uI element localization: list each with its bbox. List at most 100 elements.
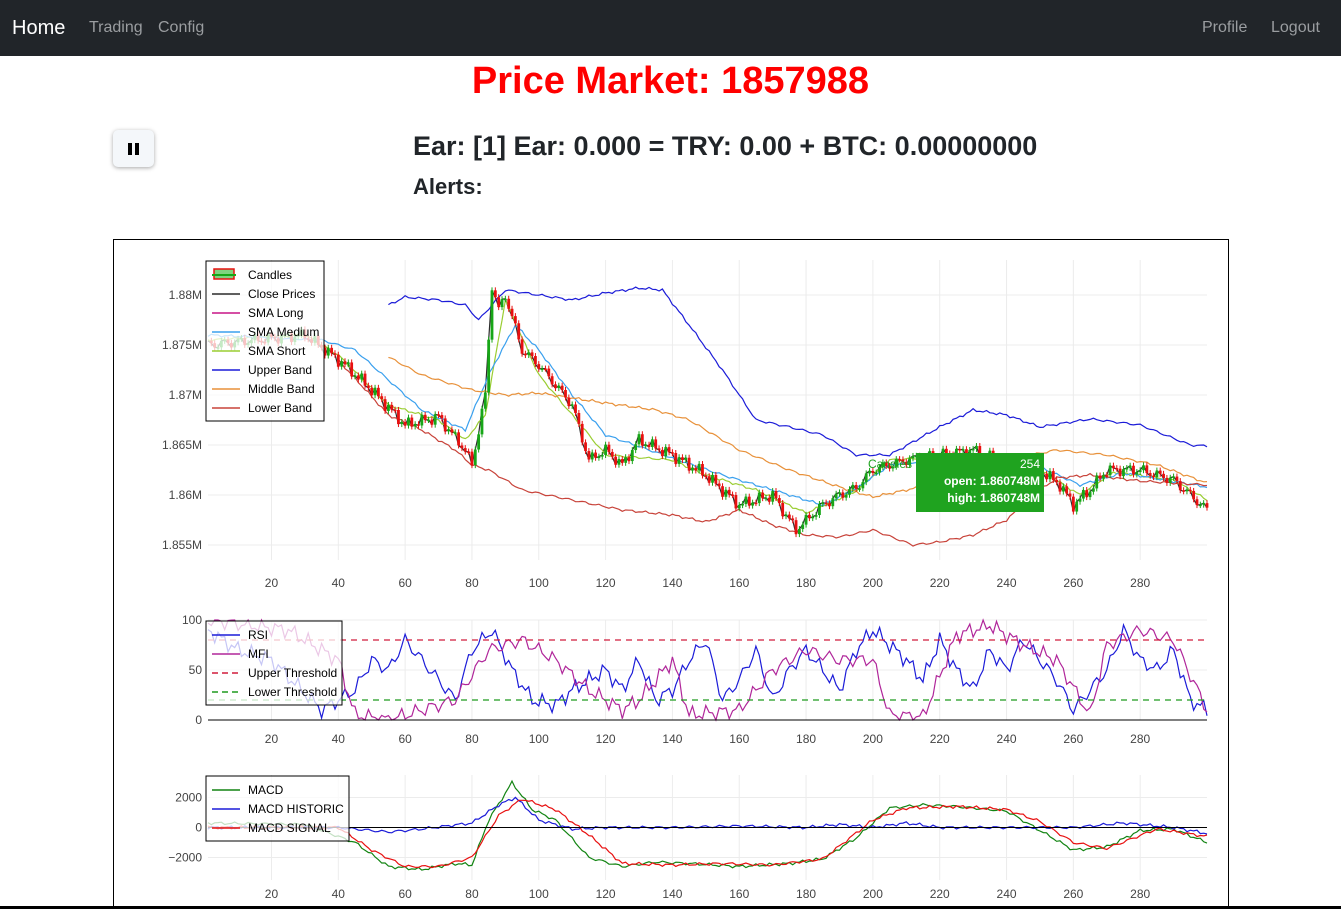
candle-body [1125,468,1129,470]
candle-body [1112,465,1115,469]
chart-container: 20 40 60 80 100 120 140 160 180 200 220 240 260 280 1.… [113,239,1229,908]
pause-button[interactable] [113,130,154,167]
candle-body [894,459,898,467]
x-tick-label: 220 [930,887,950,901]
candle-body [564,389,567,398]
candle-body [1168,477,1172,483]
candle-body [584,442,587,452]
candle-body [704,475,708,477]
candle-body [1048,471,1052,480]
candle-body [500,299,504,308]
candle-body [336,354,340,367]
candle-body [808,514,811,519]
candle-body [356,375,360,380]
candle-body [878,467,881,473]
y-tick-label: −2000 [168,851,202,865]
candle-body [360,373,364,380]
candle-body [1152,475,1155,478]
candle-body [630,450,634,462]
candle-body [971,448,975,451]
legend-label: Lower Threshold [248,685,337,699]
candle-body [1102,475,1105,479]
x-tick-label: 120 [596,732,616,746]
x-tick-label: 280 [1130,887,1150,901]
candle-body [660,449,664,457]
x-tick-label: 20 [265,732,279,746]
candle-body [594,452,597,458]
legend-label: RSI [248,628,268,642]
tooltip-line: high: 1.860748M [947,491,1040,505]
candle-body [560,385,564,390]
candle-body [961,449,965,451]
candle-body [1061,486,1065,492]
candle-body [574,404,577,413]
legend-label: MFI [248,647,269,661]
candle-body [343,361,347,365]
candle-body [433,414,437,425]
legend-label: SMA Short [248,344,306,358]
nav-home-link[interactable]: Home [12,17,66,39]
x-tick-label: 120 [596,576,616,590]
nav-config-link[interactable]: Config [158,19,205,36]
x-tick-label: 20 [265,576,279,590]
y-tick-label: 50 [189,663,203,677]
series-line-lower-band [337,359,1208,547]
nav-logout-link[interactable]: Logout [1271,19,1320,36]
candle-body [888,465,891,469]
candle-body [828,503,831,507]
x-tick-label: 200 [863,887,883,901]
x-tick-label: 100 [529,732,549,746]
x-tick-label: 140 [662,732,682,746]
y-tick-label: 0 [195,713,202,727]
candle-body [958,448,962,451]
legend-label: Upper Band [248,363,312,377]
tooltip-series-label: Candles [868,457,912,471]
candle-body [884,462,888,466]
nav-profile-link[interactable]: Profile [1202,19,1248,36]
trading-charts[interactable]: 20 40 60 80 100 120 140 160 180 200 220 240 260 2801.… [114,240,1228,908]
candle-body [640,434,644,446]
candle-body [714,474,718,484]
candle-body [731,494,734,497]
nav-trading-link[interactable]: Trading [89,19,143,36]
candle-body [547,368,551,377]
candle-body [1128,465,1132,469]
candle-body [891,466,895,469]
x-tick-label: 40 [332,732,346,746]
ear-summary: Ear: [1] Ear: 0.000 = TRY: 0.00 + BTC: 0… [413,131,1038,161]
candle-body [513,316,517,324]
candle-body [1085,490,1089,498]
candle-body [1105,475,1109,477]
candle-body [697,464,701,471]
candle-body [744,496,748,505]
candle-body [694,467,698,471]
y-tick-label: 100 [182,613,202,627]
tooltip-box [916,453,1044,512]
candle-body [450,429,454,433]
chart-panel-price: 20 40 60 80 100 120 140 160 180 200 220 240 260 280 1.… [162,260,1209,590]
candle-body [1081,490,1085,499]
candle-body [681,457,684,460]
candle-body [1088,491,1092,498]
candle-body [978,446,982,458]
x-tick-label: 240 [997,887,1017,901]
candle-body [901,459,905,462]
series-line-close-prices [207,288,1208,536]
x-tick-label: 100 [529,576,549,590]
candle-body [1108,465,1112,476]
candle-body [420,414,424,426]
candle-body [944,448,948,454]
candle-body [1205,503,1209,508]
candle-body [524,353,527,356]
candle-body [413,424,417,427]
x-tick-label: 240 [997,576,1017,590]
candle-body [610,451,614,457]
chart-panel-macd: 20 40 60 80 100 120 140 160 180 200 220 240 260 280 −2… [168,775,1208,901]
candle-body [1058,482,1062,492]
x-tick-label: 240 [997,732,1017,746]
x-tick-label: 260 [1063,732,1083,746]
candle-body [871,470,875,473]
y-tick-label: 1.87M [169,388,202,402]
x-tick-label: 100 [529,887,549,901]
candle-body [751,502,755,506]
